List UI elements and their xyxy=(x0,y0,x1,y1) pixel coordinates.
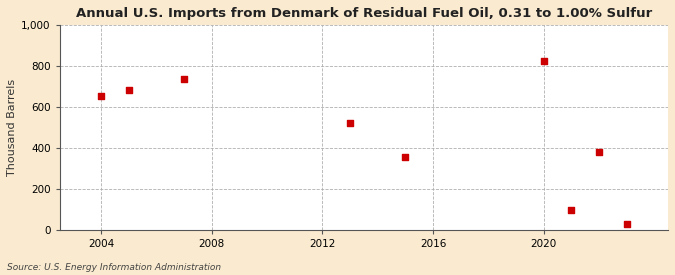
Point xyxy=(400,155,410,160)
Point xyxy=(621,221,632,226)
Text: Source: U.S. Energy Information Administration: Source: U.S. Energy Information Administ… xyxy=(7,263,221,272)
Title: Annual U.S. Imports from Denmark of Residual Fuel Oil, 0.31 to 1.00% Sulfur: Annual U.S. Imports from Denmark of Resi… xyxy=(76,7,652,20)
Point xyxy=(96,94,107,98)
Point xyxy=(538,59,549,63)
Y-axis label: Thousand Barrels: Thousand Barrels xyxy=(7,79,17,176)
Point xyxy=(124,87,134,92)
Point xyxy=(566,208,576,213)
Point xyxy=(345,121,356,126)
Point xyxy=(179,77,190,82)
Point xyxy=(593,150,604,154)
